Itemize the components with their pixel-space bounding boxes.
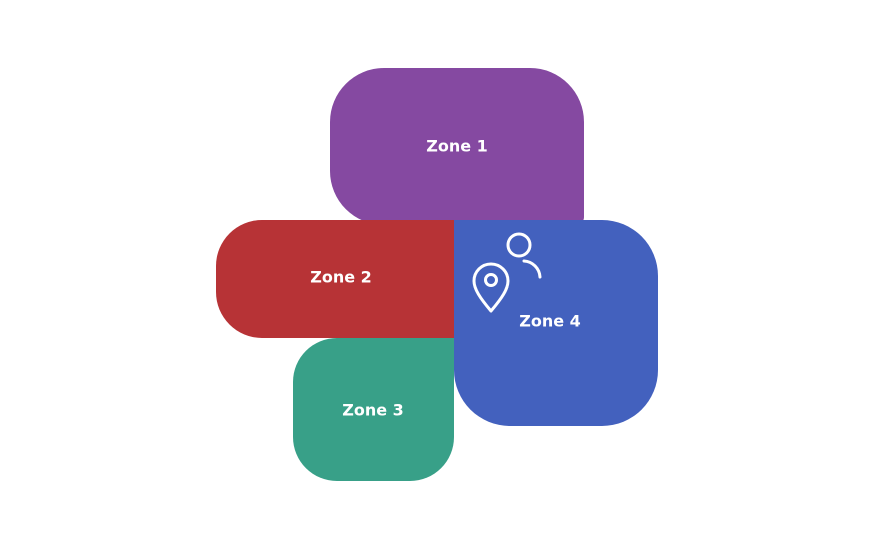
zone-3-label: Zone 3 [342,400,404,420]
zone-2-shape: Zone 2 [216,220,456,338]
zone-2-label: Zone 2 [310,267,372,287]
zone-1-shape: Zone 1 [330,68,584,225]
location-pin-icon [472,262,510,313]
zone-3-shape: Zone 3 [293,338,454,481]
zone-1-label: Zone 1 [426,136,488,156]
zone-4-shape: Zone 4 [454,220,658,426]
zone-4-label: Zone 4 [519,311,581,331]
person-icon [506,232,542,279]
